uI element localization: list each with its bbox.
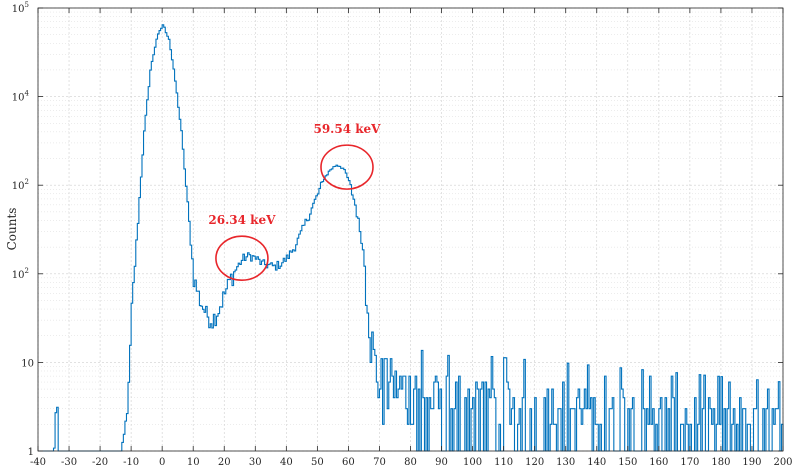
x-tick-label: 190 (742, 457, 761, 468)
y-tick-label: 105 (12, 1, 29, 15)
spectrum-line (38, 24, 784, 452)
x-tick-label: 20 (218, 457, 231, 468)
x-tick-label: -40 (30, 457, 46, 468)
x-tick-label: 30 (249, 457, 262, 468)
x-tick-label: -30 (61, 457, 77, 468)
x-tick-label: 90 (435, 457, 448, 468)
x-tick-label: 120 (525, 457, 544, 468)
x-tick-label: 140 (587, 457, 606, 468)
x-tick-label: 170 (680, 457, 699, 468)
x-tick-label: 100 (463, 457, 482, 468)
annotation-circle (215, 235, 269, 281)
x-tick-label: 10 (187, 457, 200, 468)
x-tick-label: 130 (556, 457, 575, 468)
annotation-label: 26.34 keV (208, 213, 276, 227)
x-tick-label: 60 (342, 457, 355, 468)
x-tick-label: -10 (123, 457, 139, 468)
y-tick-label: 10 (21, 358, 34, 369)
annotation-label: 59.54 keV (313, 122, 381, 136)
series-layer (38, 24, 784, 452)
annotation-circle (320, 144, 374, 190)
x-tick-label: 70 (373, 457, 386, 468)
annotations: 26.34 keV 59.54 keV (208, 122, 381, 281)
y-tick-label: 104 (12, 90, 30, 104)
x-tick-label: 180 (711, 457, 730, 468)
x-tick-label: 110 (494, 457, 513, 468)
y-tick-label: 102 (12, 178, 29, 192)
y-axis-label: Counts (5, 208, 19, 251)
x-tick-labels: -40 -30 -20 -10 0 10 20 30 40 50 60 70 80 90 100 110 120… (30, 457, 793, 468)
ticks (37, 7, 784, 452)
x-tick-label: 80 (404, 457, 417, 468)
y-tick-label: 102 (12, 267, 29, 281)
x-tick-label: 150 (618, 457, 637, 468)
x-tick-label: 50 (311, 457, 324, 468)
x-tick-label: -20 (92, 457, 108, 468)
y-tick-labels: 1 10 102 102 104 105 (12, 1, 34, 458)
y-tick-label: 1 (28, 447, 34, 458)
x-tick-label: 0 (159, 457, 165, 468)
x-tick-label: 200 (773, 457, 792, 468)
x-tick-label: 40 (280, 457, 293, 468)
x-tick-label: 160 (649, 457, 668, 468)
